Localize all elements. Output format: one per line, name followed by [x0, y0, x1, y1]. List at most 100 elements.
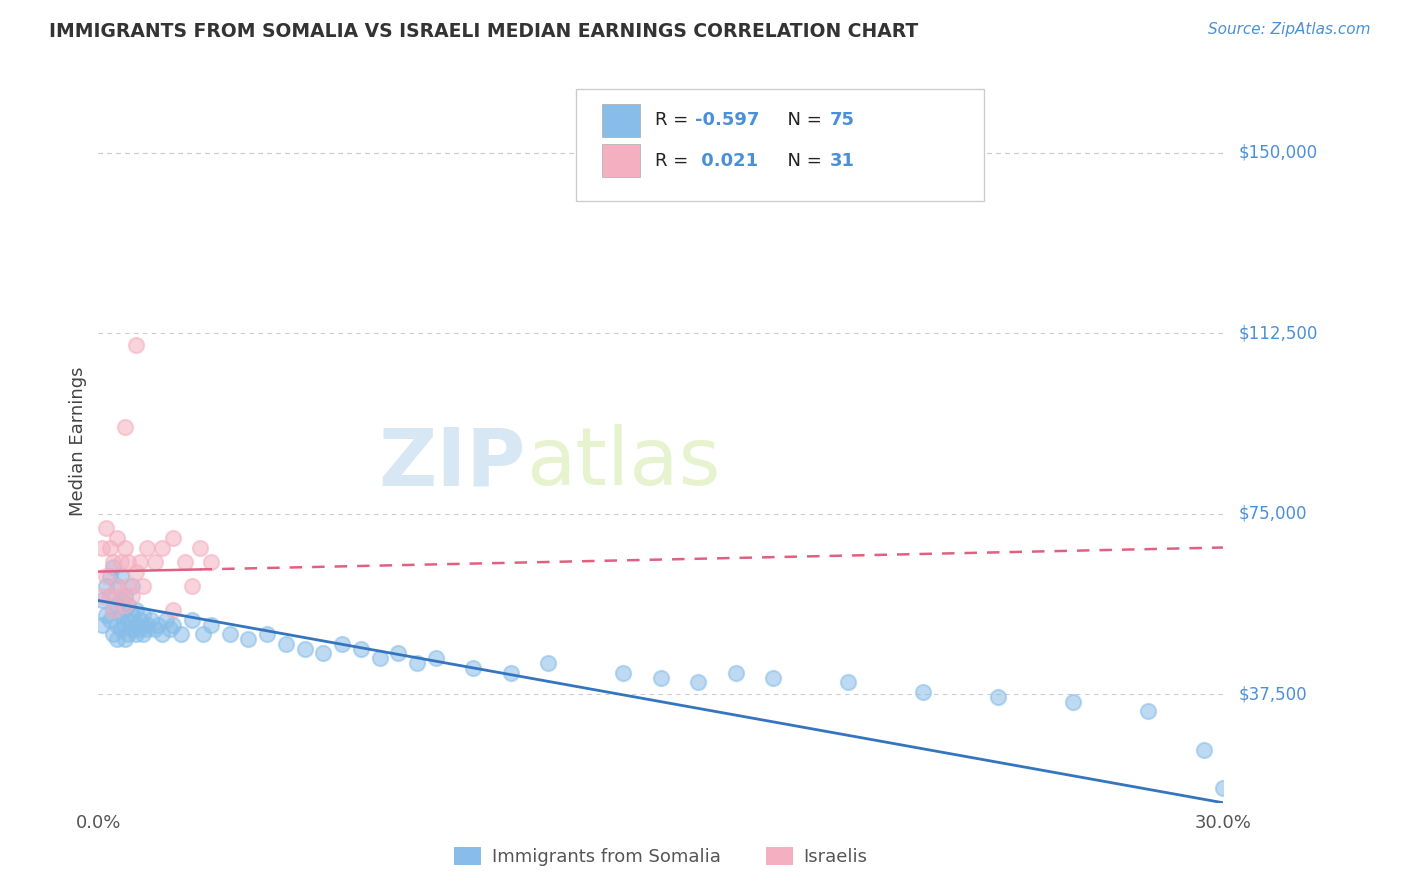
Point — [837, 675, 859, 690]
Text: $37,500: $37,500 — [1239, 685, 1306, 704]
Point — [650, 671, 672, 685]
Point — [114, 617, 136, 632]
Text: N =: N = — [776, 112, 828, 129]
Text: R =: R = — [655, 152, 695, 169]
Point — [125, 627, 148, 641]
Point — [139, 613, 162, 627]
Point — [170, 627, 193, 641]
Point — [537, 656, 560, 670]
Point — [114, 603, 136, 617]
Point — [110, 623, 132, 637]
Point — [312, 647, 335, 661]
Point — [91, 589, 114, 603]
Point — [294, 641, 316, 656]
Text: Source: ZipAtlas.com: Source: ZipAtlas.com — [1208, 22, 1371, 37]
Point — [98, 541, 121, 555]
Point — [103, 555, 125, 569]
Point — [103, 627, 125, 641]
Point — [121, 623, 143, 637]
Point — [132, 627, 155, 641]
Point — [98, 589, 121, 603]
Point — [724, 665, 747, 680]
Point — [1194, 743, 1216, 757]
Point — [110, 607, 132, 622]
Point — [125, 338, 148, 352]
Point — [612, 665, 634, 680]
Point — [121, 579, 143, 593]
Point — [159, 623, 181, 637]
Point — [94, 579, 117, 593]
Point — [150, 541, 173, 555]
Point — [218, 627, 240, 641]
Point — [94, 607, 117, 622]
Point — [188, 541, 211, 555]
Legend: Immigrants from Somalia, Israelis: Immigrants from Somalia, Israelis — [447, 839, 875, 873]
Point — [91, 617, 114, 632]
Point — [105, 599, 128, 613]
Text: $112,500: $112,500 — [1239, 324, 1317, 343]
Point — [103, 603, 125, 617]
Point — [121, 589, 143, 603]
Point — [1062, 695, 1084, 709]
Point — [193, 627, 215, 641]
Point — [200, 617, 222, 632]
Point — [91, 593, 114, 607]
Point — [136, 623, 159, 637]
Point — [162, 617, 184, 632]
Text: -0.597: -0.597 — [695, 112, 759, 129]
Point — [136, 541, 159, 555]
Point — [110, 555, 132, 569]
Point — [330, 637, 353, 651]
Point — [125, 565, 148, 579]
Point — [117, 555, 139, 569]
Point — [110, 569, 132, 583]
Text: $150,000: $150,000 — [1239, 144, 1317, 161]
Point — [128, 613, 150, 627]
Point — [98, 569, 121, 583]
Point — [350, 641, 373, 656]
Point — [1137, 704, 1160, 718]
Point — [105, 617, 128, 632]
Point — [162, 531, 184, 545]
Point — [173, 555, 195, 569]
Point — [499, 665, 522, 680]
Text: 31: 31 — [830, 152, 855, 169]
Point — [110, 589, 132, 603]
Point — [912, 685, 935, 699]
Point — [105, 579, 128, 593]
Point — [110, 593, 132, 607]
Point — [103, 559, 125, 574]
Point — [98, 589, 121, 603]
Point — [463, 661, 485, 675]
Point — [94, 569, 117, 583]
Point — [256, 627, 278, 641]
Point — [155, 613, 177, 627]
Point — [162, 603, 184, 617]
Point — [143, 555, 166, 569]
Point — [114, 632, 136, 646]
Point — [200, 555, 222, 569]
Text: ZIP: ZIP — [378, 425, 526, 502]
Point — [117, 627, 139, 641]
Point — [125, 617, 148, 632]
Point — [105, 579, 128, 593]
Point — [114, 541, 136, 555]
Point — [121, 607, 143, 622]
Point — [117, 613, 139, 627]
Point — [114, 599, 136, 613]
Point — [128, 555, 150, 569]
Text: 75: 75 — [830, 112, 855, 129]
Point — [387, 647, 409, 661]
Point — [136, 617, 159, 632]
Point — [181, 613, 204, 627]
Point — [987, 690, 1010, 704]
Point — [688, 675, 710, 690]
Text: N =: N = — [776, 152, 828, 169]
Point — [105, 531, 128, 545]
Text: $75,000: $75,000 — [1239, 505, 1306, 523]
Y-axis label: Median Earnings: Median Earnings — [69, 367, 87, 516]
Point — [132, 607, 155, 622]
Point — [762, 671, 785, 685]
Point — [94, 521, 117, 535]
Text: 0.021: 0.021 — [695, 152, 758, 169]
